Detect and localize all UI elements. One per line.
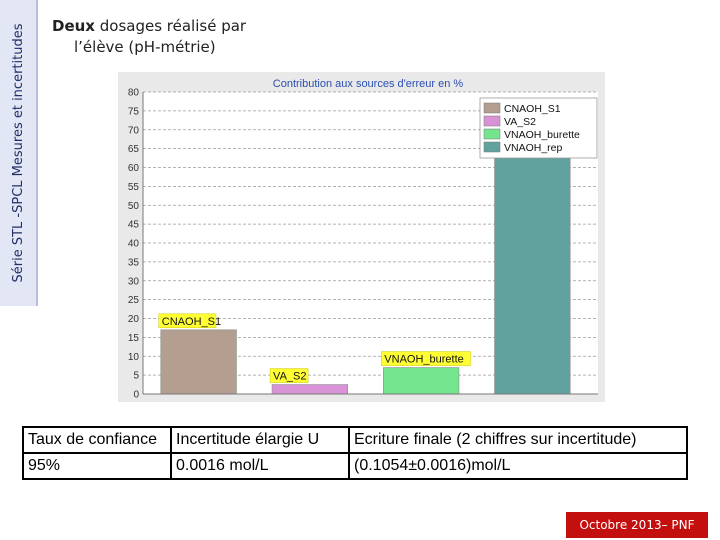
legend-entry: VA_S2 — [504, 116, 536, 128]
bar — [160, 329, 237, 395]
y-tick-label: 40 — [128, 239, 140, 250]
legend-entry: CNAOH_S1 — [504, 103, 561, 115]
y-tick-label: 5 — [133, 371, 139, 382]
y-axis-ticks: 0 5 10 15 20 25 30 35 40 45 50 55 60 65 70 75 80 — [128, 88, 140, 401]
chart-svg: Contribution aux sources d'erreur en % 0… — [118, 72, 605, 402]
y-tick-label: 25 — [128, 295, 140, 306]
slide-title-line2: l’élève (pH-métrie) — [74, 38, 216, 56]
side-band: Série STL -SPCL Mesures et incertitudes — [0, 0, 38, 306]
legend-swatch — [483, 141, 501, 153]
legend-swatch — [483, 128, 501, 140]
header-final-writing: Ecriture finale (2 chiffres sur incertit… — [348, 426, 688, 454]
chart-title: Contribution aux sources d'erreur en % — [273, 78, 464, 90]
cell-final-writing: (0.1054±0.0016)mol/L — [348, 452, 688, 480]
bar — [494, 114, 571, 395]
y-tick-label: 10 — [128, 352, 140, 363]
bar-label-box — [381, 351, 471, 366]
bar-label-box — [158, 313, 217, 329]
y-tick-label: 30 — [128, 276, 140, 287]
y-tick-label: 15 — [128, 333, 140, 344]
cell-confidence: 95% — [22, 452, 172, 480]
y-tick-label: 0 — [133, 390, 139, 401]
slide-title-bold: Deux — [52, 17, 95, 35]
slide-title-line1: Deux dosages réalisé par — [52, 16, 292, 37]
legend-entry: VNAOH_rep — [504, 142, 563, 154]
y-tick-label: 65 — [128, 144, 140, 155]
grid — [143, 91, 598, 395]
results-table: Taux de confiance Incertitude élargie U … — [22, 426, 688, 480]
y-tick-label: 55 — [128, 182, 140, 193]
y-tick-label: 45 — [128, 220, 140, 231]
y-tick-label: 60 — [128, 163, 140, 174]
bar-label: VA_S2 — [273, 371, 306, 383]
y-tick-label: 50 — [128, 201, 140, 212]
table-row: 95% 0.0016 mol/L (0.1054±0.0016)mol/L — [22, 452, 688, 480]
cell-expanded-uncertainty: 0.0016 mol/L — [170, 452, 350, 480]
bar-label: CNAOH_S1 — [162, 316, 221, 328]
bar — [271, 384, 349, 395]
bar-label-box — [269, 368, 309, 383]
legend-swatch — [483, 102, 501, 114]
y-tick-label: 80 — [128, 88, 140, 99]
y-tick-label: 35 — [128, 257, 140, 268]
bars — [160, 114, 571, 395]
side-label: Série STL -SPCL Mesures et incertitudes — [11, 23, 26, 283]
table-header-row: Taux de confiance Incertitude élargie U … — [22, 426, 688, 454]
legend-entry: VNAOH_burette — [504, 129, 580, 141]
bar — [382, 367, 460, 395]
y-tick-label: 75 — [128, 106, 140, 117]
y-tick-label: 20 — [128, 314, 140, 325]
y-tick-label: 70 — [128, 125, 140, 136]
header-expanded-uncertainty: Incertitude élargie U — [170, 426, 350, 454]
slide-title-line1-rest: dosages réalisé par — [94, 17, 247, 35]
legend-swatch — [483, 115, 501, 127]
bar-label: VNAOH_burette — [384, 354, 463, 366]
header-confidence: Taux de confiance — [22, 426, 172, 454]
slide-title: Deux dosages réalisé par l’élève (pH-mét… — [52, 16, 292, 58]
footer-badge: Octobre 2013– PNF — [566, 512, 708, 538]
error-contribution-chart: Contribution aux sources d'erreur en % 0… — [118, 72, 605, 402]
